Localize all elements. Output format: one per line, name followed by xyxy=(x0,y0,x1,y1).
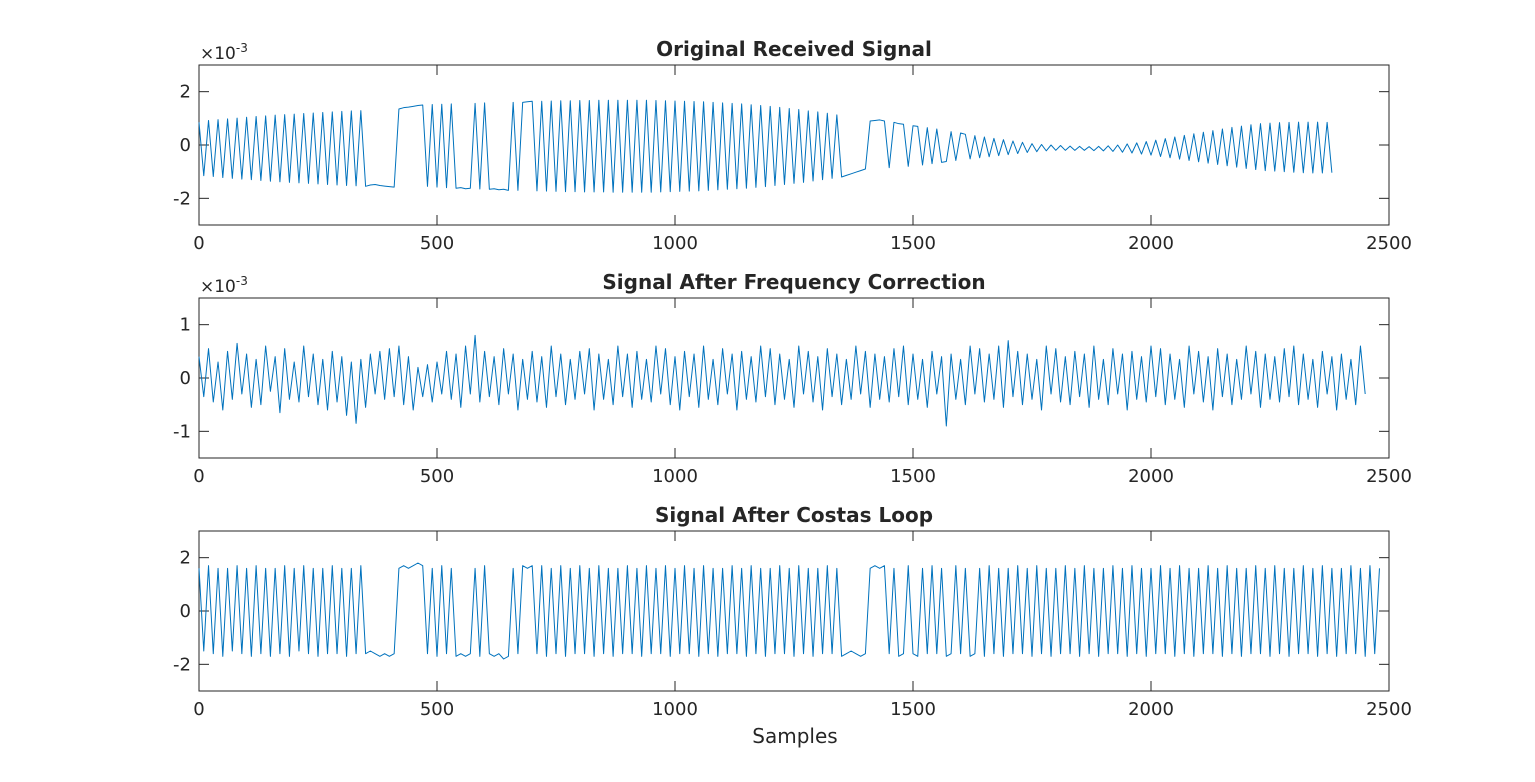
y-tick-label: 2 xyxy=(180,548,191,569)
series-line-1 xyxy=(198,99,1333,193)
subplot-title: Signal After Frequency Correction xyxy=(602,270,985,294)
x-tick-label: 2500 xyxy=(1366,699,1412,720)
x-tick-label: 2500 xyxy=(1366,466,1412,487)
x-tick-label: 1500 xyxy=(890,466,936,487)
series-line-1 xyxy=(198,334,1366,427)
y-tick-label: 0 xyxy=(180,368,191,389)
subplot-3: Signal After Costas Loop 0 500 1000 1500 2000… xyxy=(173,503,1412,720)
subplot-title: Signal After Costas Loop xyxy=(655,503,933,527)
y-exponent-label: ×10-3 xyxy=(200,274,248,297)
x-tick-label: 0 xyxy=(193,466,204,487)
x-tick-label: 1500 xyxy=(890,233,936,254)
x-tick-label: 2000 xyxy=(1128,233,1174,254)
y-tick-label: 1 xyxy=(180,315,191,336)
y-exponent-label: ×10-3 xyxy=(200,41,248,64)
subplot-1: Original Received Signal 0 500 1000 1500 2000… xyxy=(173,37,1412,254)
figure-x-axis-label: Samples xyxy=(752,724,837,748)
x-tick-label: 500 xyxy=(420,233,454,254)
x-tick-label: 0 xyxy=(193,233,204,254)
x-tick-label: 500 xyxy=(420,699,454,720)
axes-box xyxy=(198,530,1390,692)
subplot-title: Original Received Signal xyxy=(656,37,932,61)
series-line-1 xyxy=(198,562,1380,660)
y-tick-label: 2 xyxy=(180,82,191,103)
x-tick-label: 1500 xyxy=(890,699,936,720)
axes-box xyxy=(198,64,1390,226)
x-tick-label: 2500 xyxy=(1366,233,1412,254)
y-tick-label: -1 xyxy=(173,421,191,442)
x-tick-label: 0 xyxy=(193,699,204,720)
subplot-2: Signal After Frequency Correction 0 500 100… xyxy=(173,270,1412,487)
y-tick-label: 0 xyxy=(180,601,191,622)
x-tick-label: 2000 xyxy=(1128,466,1174,487)
x-tick-label: 2000 xyxy=(1128,699,1174,720)
x-tick-label: 500 xyxy=(420,466,454,487)
x-tick-label: 1000 xyxy=(652,233,698,254)
axes-box xyxy=(198,297,1390,459)
x-tick-label: 1000 xyxy=(652,699,698,720)
y-tick-label: -2 xyxy=(173,654,191,675)
y-tick-label: -2 xyxy=(173,188,191,209)
x-tick-label: 1000 xyxy=(652,466,698,487)
y-tick-label: 0 xyxy=(180,135,191,156)
